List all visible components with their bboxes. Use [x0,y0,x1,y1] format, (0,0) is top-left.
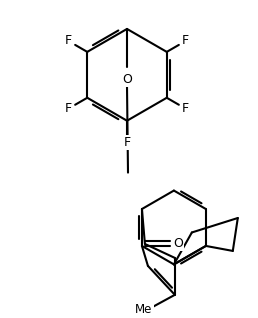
Text: O: O [122,73,132,86]
Text: F: F [65,102,72,115]
Text: F: F [65,34,72,47]
Text: F: F [182,34,189,47]
Text: F: F [123,136,131,149]
Text: O: O [173,238,183,251]
Text: F: F [182,102,189,115]
Text: Me: Me [135,303,153,316]
